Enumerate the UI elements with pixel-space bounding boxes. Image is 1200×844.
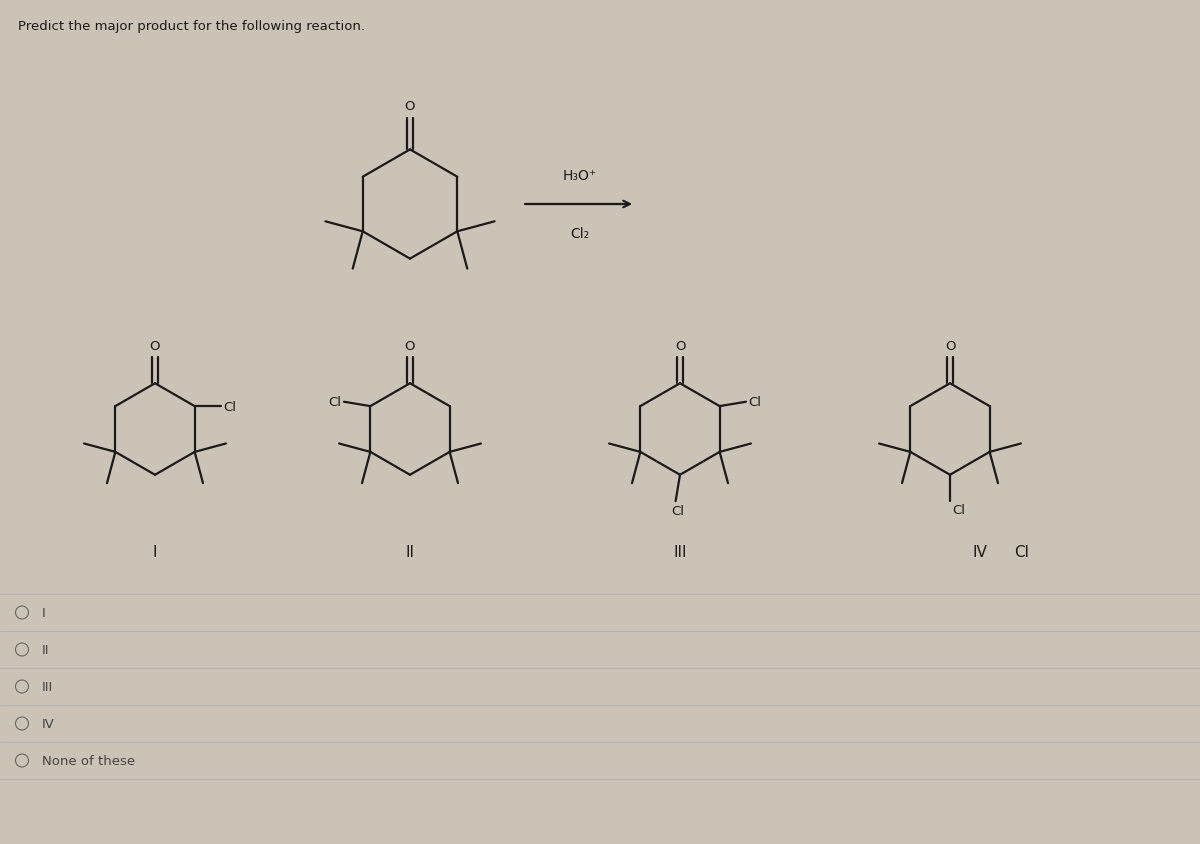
Text: III: III: [42, 680, 53, 693]
Text: Predict the major product for the following reaction.: Predict the major product for the follow…: [18, 20, 365, 33]
Text: O: O: [944, 339, 955, 352]
Text: Cl: Cl: [671, 504, 684, 517]
Text: Cl: Cl: [749, 396, 762, 408]
Text: IV: IV: [42, 717, 55, 730]
Text: Cl₂: Cl₂: [570, 227, 589, 241]
Text: Cl: Cl: [1014, 544, 1030, 560]
Text: O: O: [674, 339, 685, 352]
Text: IV: IV: [972, 544, 988, 560]
Text: I: I: [42, 606, 46, 619]
Text: Cl: Cl: [952, 503, 965, 517]
Text: II: II: [406, 544, 414, 560]
Text: II: II: [42, 643, 49, 657]
Text: O: O: [404, 100, 415, 112]
Text: I: I: [152, 544, 157, 560]
Text: O: O: [150, 339, 161, 352]
Text: H₃O⁺: H₃O⁺: [563, 169, 598, 183]
Text: III: III: [673, 544, 686, 560]
Text: None of these: None of these: [42, 754, 136, 767]
Text: Cl: Cl: [329, 396, 341, 408]
Text: Cl: Cl: [223, 400, 236, 413]
Text: O: O: [404, 339, 415, 352]
